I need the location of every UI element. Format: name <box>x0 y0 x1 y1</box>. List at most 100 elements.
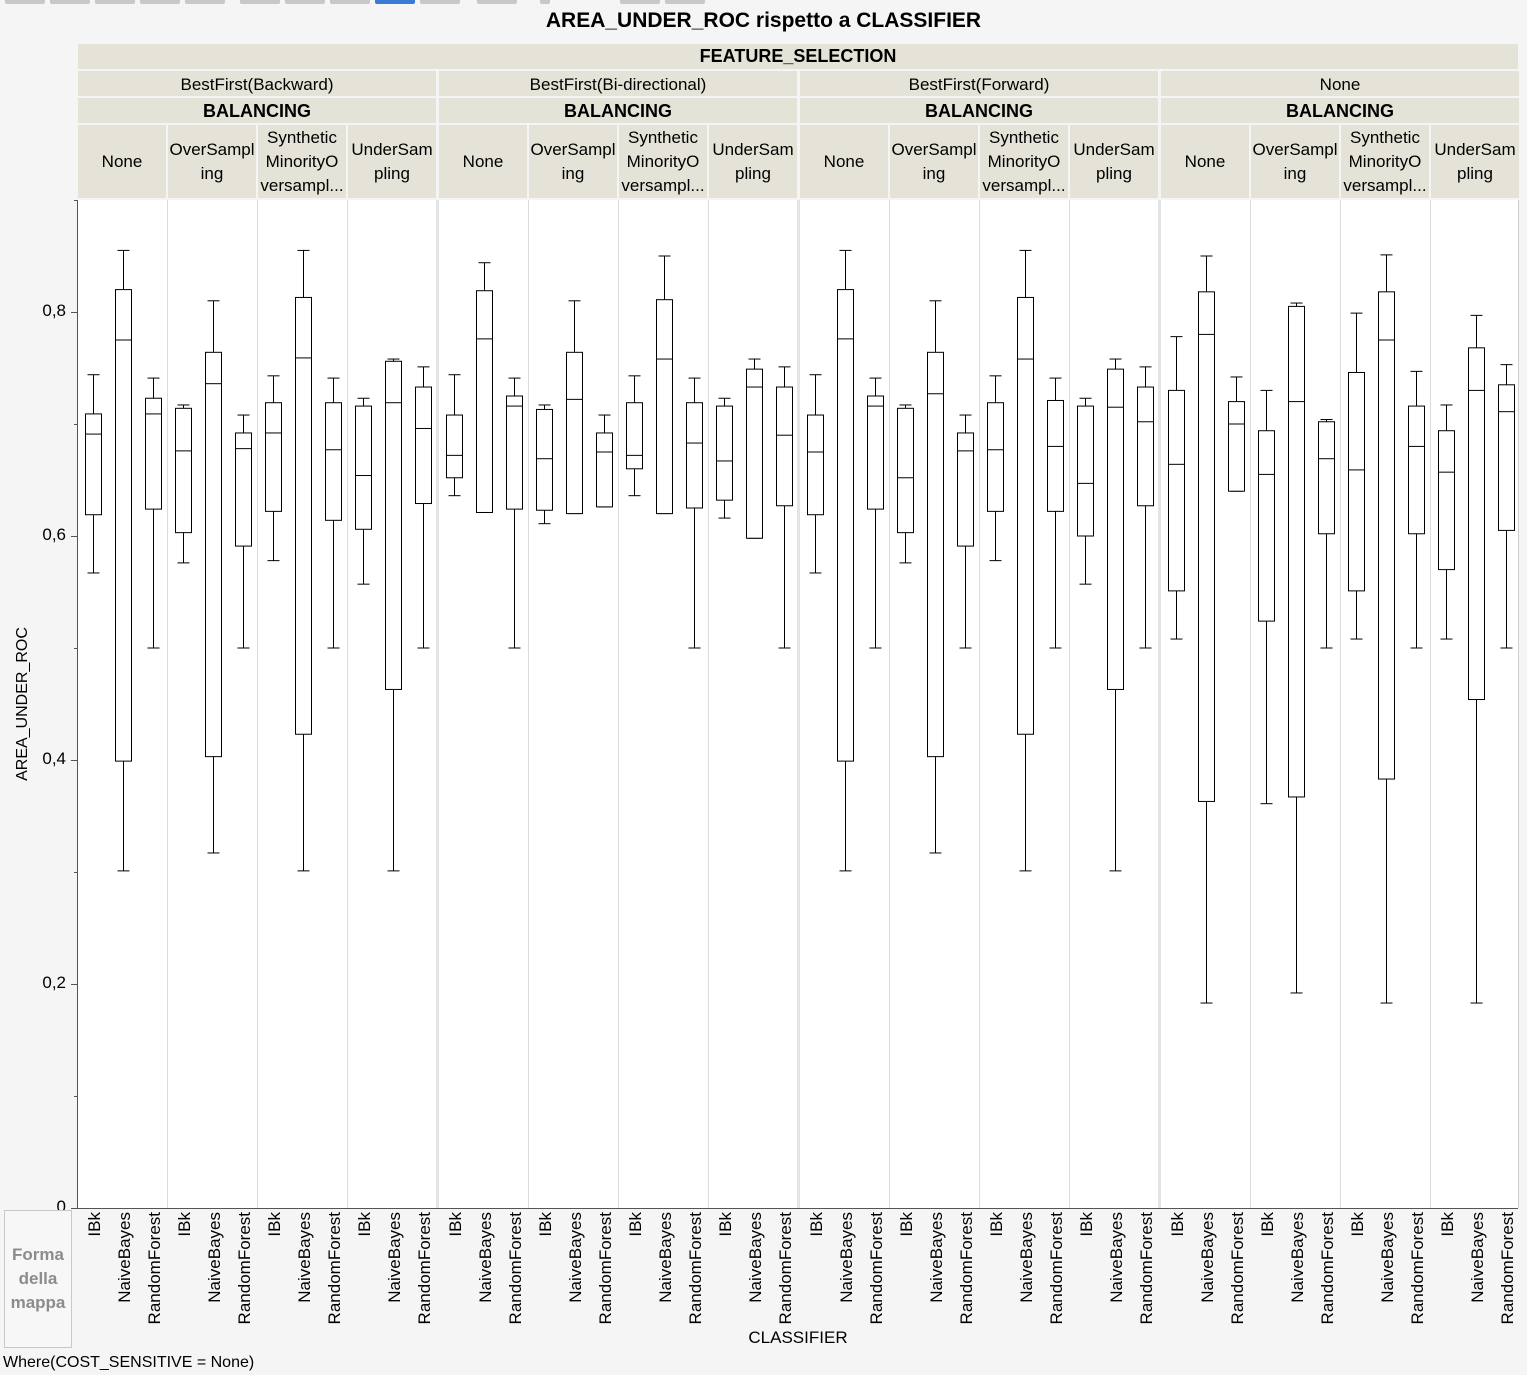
box-iqr <box>295 296 312 735</box>
x-tick-label: RandomForest <box>772 1212 798 1332</box>
x-tick-text: RandomForest <box>867 1212 886 1325</box>
box-iqr <box>716 405 733 501</box>
x-tick-text: IBk <box>175 1212 194 1237</box>
balancing-none: None <box>1161 125 1249 198</box>
toolbar-button[interactable] <box>375 0 415 4</box>
box-iqr <box>987 402 1004 512</box>
box-iqr <box>1408 405 1425 535</box>
box-bestfirst-backward-1-randomforest <box>145 377 162 649</box>
box-iqr <box>265 402 282 512</box>
toolbar-button[interactable] <box>477 0 517 4</box>
x-tick-label: NaiveBayes <box>201 1212 227 1332</box>
x-tick-text: IBk <box>1258 1212 1277 1237</box>
box-iqr <box>746 368 763 539</box>
box-iqr <box>776 386 793 507</box>
box-bestfirst-backward-2-ibk <box>175 404 192 564</box>
toolbar-button[interactable] <box>140 0 180 4</box>
x-tick-label: RandomForest <box>1224 1212 1250 1332</box>
box-iqr <box>566 351 583 515</box>
toolbar-button[interactable] <box>95 0 135 4</box>
x-tick-label: IBk <box>532 1212 558 1332</box>
x-tick-text: RandomForest <box>957 1212 976 1325</box>
map-shape-box[interactable]: Forma della mappa <box>4 1210 72 1348</box>
x-tick-text: NaiveBayes <box>1468 1212 1487 1303</box>
x-tick-text: RandomForest <box>325 1212 344 1325</box>
box-bestfirst-bi-directional-3-ibk <box>626 375 643 497</box>
box-iqr <box>415 386 432 505</box>
toolbar-button[interactable] <box>240 0 280 4</box>
x-tick-label: RandomForest <box>953 1212 979 1332</box>
toolbar-button[interactable] <box>420 0 460 4</box>
x-tick-text: NaiveBayes <box>927 1212 946 1303</box>
box-iqr <box>626 402 643 470</box>
x-tick-text: RandomForest <box>1228 1212 1247 1325</box>
box-bestfirst-backward-4-naivebayes <box>385 358 402 872</box>
box-none-4-naivebayes <box>1468 314 1485 1004</box>
box-bestfirst-bi-directional-4-randomforest <box>776 366 793 649</box>
x-tick-text: NaiveBayes <box>115 1212 134 1303</box>
x-tick-label: NaiveBayes <box>923 1212 949 1332</box>
balancing-undersam: UnderSam pling <box>1070 125 1158 198</box>
box-iqr <box>205 351 222 758</box>
x-tick-label: IBk <box>81 1212 107 1332</box>
feature-selection-none: None <box>1161 71 1519 96</box>
toolbar-button[interactable] <box>665 0 705 4</box>
x-tick-text: IBk <box>626 1212 645 1237</box>
where-clause: Where(COST_SENSITIVE = None) <box>3 1354 255 1371</box>
box-iqr <box>596 432 613 508</box>
toolbar-button[interactable] <box>185 0 225 4</box>
box-iqr <box>927 351 944 758</box>
box-iqr <box>1077 405 1094 537</box>
x-tick-text: RandomForest <box>1047 1212 1066 1325</box>
toolbar <box>0 0 1527 5</box>
x-tick-label: NaiveBayes <box>652 1212 678 1332</box>
box-bestfirst-bi-directional-2-naivebayes <box>566 300 583 515</box>
box-bestfirst-forward-4-naivebayes <box>1107 358 1124 872</box>
x-tick-text: IBk <box>1077 1212 1096 1237</box>
x-tick-label: NaiveBayes <box>1284 1212 1310 1332</box>
x-tick-label: IBk <box>803 1212 829 1332</box>
box-bestfirst-forward-2-ibk <box>897 404 914 564</box>
toolbar-button[interactable] <box>620 0 660 4</box>
toolbar-button[interactable] <box>540 0 550 4</box>
x-tick-label: RandomForest <box>863 1212 889 1332</box>
box-bestfirst-bi-directional-2-ibk <box>536 404 553 525</box>
x-tick-label: IBk <box>351 1212 377 1332</box>
toolbar-button[interactable] <box>330 0 370 4</box>
group-divider <box>1158 200 1161 1208</box>
box-bestfirst-forward-4-randomforest <box>1137 366 1154 649</box>
y-tick-label: 0,6 <box>42 525 66 544</box>
box-bestfirst-bi-directional-1-ibk <box>446 374 463 497</box>
x-tick-text: RandomForest <box>776 1212 795 1325</box>
x-tick-text: IBk <box>716 1212 735 1237</box>
box-bestfirst-backward-4-ibk <box>355 397 372 585</box>
balancing-undersam: UnderSam pling <box>1431 125 1519 198</box>
x-tick-text: NaiveBayes <box>1288 1212 1307 1303</box>
box-iqr <box>807 414 824 516</box>
x-tick-text: NaiveBayes <box>295 1212 314 1303</box>
box-bestfirst-bi-directional-2-randomforest <box>596 414 613 508</box>
box-iqr <box>1258 430 1275 622</box>
toolbar-button[interactable] <box>5 0 45 4</box>
toolbar-button[interactable] <box>50 0 90 4</box>
box-iqr <box>1498 384 1515 531</box>
box-none-2-naivebayes <box>1288 302 1305 994</box>
box-bestfirst-forward-3-naivebayes <box>1017 249 1034 872</box>
toolbar-button[interactable] <box>285 0 325 4</box>
balancing-none: None <box>439 125 527 198</box>
box-iqr <box>1168 389 1185 592</box>
box-none-4-ibk <box>1438 404 1455 640</box>
box-bestfirst-backward-4-randomforest <box>415 366 432 649</box>
x-tick-text: NaiveBayes <box>1017 1212 1036 1303</box>
x-tick-label: NaiveBayes <box>1013 1212 1039 1332</box>
box-iqr <box>867 395 884 510</box>
x-tick-label: IBk <box>622 1212 648 1332</box>
box-bestfirst-bi-directional-3-randomforest <box>686 377 703 649</box>
x-tick-label: NaiveBayes <box>1194 1212 1220 1332</box>
x-tick-text: RandomForest <box>1137 1212 1156 1325</box>
x-tick-label: NaiveBayes <box>742 1212 768 1332</box>
box-none-1-naivebayes <box>1198 255 1215 1004</box>
box-iqr <box>1288 305 1305 798</box>
box-iqr <box>1378 291 1395 780</box>
